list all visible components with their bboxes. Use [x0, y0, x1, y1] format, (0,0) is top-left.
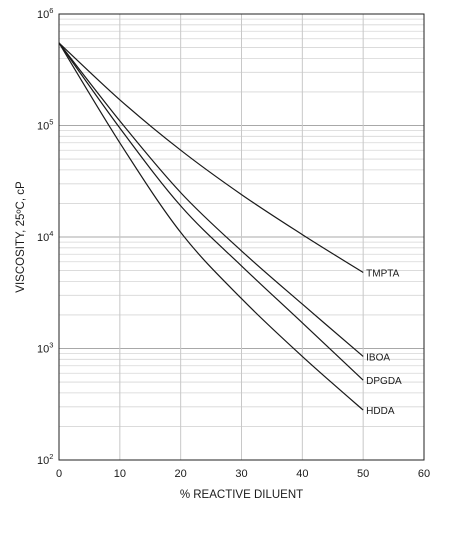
- axis-layer: 0 10 20 30 40 50 60 102 103 104 105 106: [37, 6, 430, 480]
- series-line-iboa: [58, 42, 364, 357]
- x-tick-label: 10: [114, 468, 126, 480]
- y-tick-label: 106: [37, 6, 53, 21]
- y-tick-label: 103: [37, 341, 53, 356]
- series-label-hdda: HDDA: [366, 406, 395, 417]
- y-tick-label: 102: [37, 452, 53, 467]
- x-tick-label: 40: [296, 468, 308, 480]
- x-axis-label: % REACTIVE DILUENT: [180, 489, 303, 501]
- x-tick-label: 60: [418, 468, 430, 480]
- x-tick-label: 50: [357, 468, 369, 480]
- plot-frame: [58, 13, 425, 461]
- x-tick-label: 0: [56, 468, 62, 480]
- x-tick-label: 20: [175, 468, 187, 480]
- y-tick-label: 105: [37, 118, 53, 133]
- series-label-iboa: IBOA: [366, 352, 390, 363]
- y-tick-label: 104: [37, 229, 53, 244]
- series-layer: TMPTA IBOA DPGDA HDDA: [58, 42, 402, 417]
- series-line-tmpta: [58, 42, 364, 274]
- series-line-dpgda: [58, 42, 364, 381]
- series-label-tmpta: TMPTA: [366, 269, 399, 280]
- x-tick-label: 30: [235, 468, 247, 480]
- series-line-hdda: [58, 42, 364, 411]
- grid-layer: [58, 13, 425, 461]
- y-axis-label: VISCOSITY, 25ºC, cP: [15, 181, 27, 293]
- label-layer: % REACTIVE DILUENT VISCOSITY, 25ºC, cP: [15, 181, 303, 501]
- series-label-dpgda: DPGDA: [366, 376, 402, 387]
